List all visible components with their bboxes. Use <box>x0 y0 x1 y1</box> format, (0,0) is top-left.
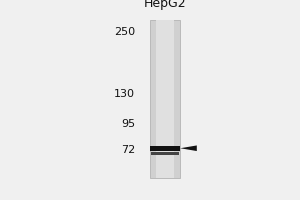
Text: 250: 250 <box>114 27 135 37</box>
Polygon shape <box>180 145 197 151</box>
Bar <box>150 20 180 178</box>
Text: 72: 72 <box>121 145 135 155</box>
Text: HepG2: HepG2 <box>144 0 186 10</box>
Text: 130: 130 <box>114 89 135 99</box>
Text: 95: 95 <box>121 119 135 129</box>
Bar <box>151 152 179 155</box>
Bar <box>150 146 180 151</box>
Bar <box>156 20 174 178</box>
